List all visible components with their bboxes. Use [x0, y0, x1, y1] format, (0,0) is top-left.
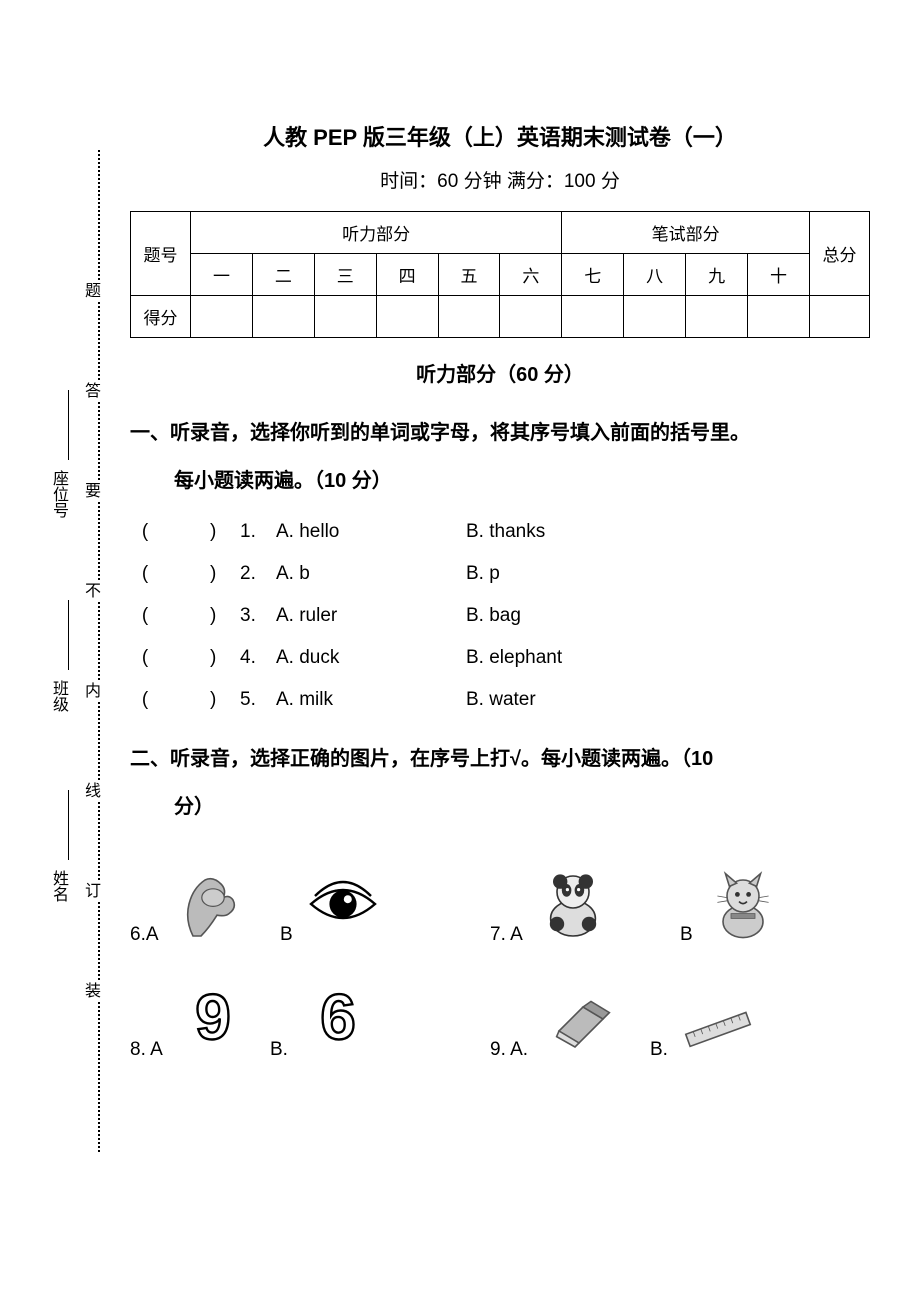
eye-icon: [301, 861, 386, 946]
close-paren: ): [210, 605, 240, 627]
exam-subtitle: 时间：60 分钟 满分：100 分: [130, 166, 870, 193]
exam-title: 人教 PEP 版三年级（上）英语期末测试卷（一）: [130, 120, 870, 152]
q8b-label: B.: [270, 1039, 288, 1061]
option-a: A. duck: [276, 647, 466, 669]
col-9: 九: [686, 254, 748, 296]
q1-item: () 3. A. ruler B. bag: [130, 595, 870, 637]
row-header-num: 题号: [131, 212, 191, 296]
panda-icon: [531, 861, 616, 946]
option-b: B. water: [466, 689, 536, 711]
open-paren: (: [130, 563, 160, 585]
writing-header: 笔试部分: [562, 212, 810, 254]
q2-heading-line1: 二、听录音，选择正确的图片，在序号上打√。每小题读两遍。（10: [130, 748, 713, 770]
q2-heading-line2: 分）: [130, 783, 870, 831]
col-10: 十: [748, 254, 810, 296]
option-a: A. b: [276, 563, 466, 585]
item-num: 4.: [240, 647, 276, 669]
option-b: B. bag: [466, 605, 521, 627]
q6b-label: B: [280, 924, 293, 946]
close-paren: ): [210, 647, 240, 669]
option-a: A. hello: [276, 521, 466, 543]
q2-heading: 二、听录音，选择正确的图片，在序号上打√。每小题读两遍。（10 分）: [130, 735, 870, 831]
q6a-label: 6.A: [130, 924, 159, 946]
score-cell: [438, 296, 500, 338]
col-1: 一: [191, 254, 253, 296]
open-paren: (: [130, 647, 160, 669]
col-4: 四: [376, 254, 438, 296]
svg-text:9: 9: [195, 981, 231, 1053]
option-b: B. p: [466, 563, 500, 585]
col-5: 五: [438, 254, 500, 296]
total-header: 总分: [810, 212, 870, 296]
nine-icon: 9: [171, 976, 256, 1061]
score-cell: [748, 296, 810, 338]
item-num: 2.: [240, 563, 276, 585]
col-8: 八: [624, 254, 686, 296]
close-paren: ): [210, 521, 240, 543]
q2-row2: 8. A 9 B. 6 9. A. B.: [130, 976, 870, 1061]
q2-row1: 6.A B 7. A B: [130, 861, 870, 946]
col-2: 二: [252, 254, 314, 296]
arm-icon: [167, 861, 252, 946]
score-cell: [191, 296, 253, 338]
q1-item: () 4. A. duck B. elephant: [130, 637, 870, 679]
score-cell: [314, 296, 376, 338]
six-icon: 6: [296, 976, 381, 1061]
item-num: 3.: [240, 605, 276, 627]
cat-icon: [701, 861, 786, 946]
option-a: A. milk: [276, 689, 466, 711]
score-cell: [252, 296, 314, 338]
close-paren: ): [210, 563, 240, 585]
q8a-label: 8. A: [130, 1039, 163, 1061]
q7b-label: B: [680, 924, 693, 946]
score-cell: [624, 296, 686, 338]
listening-header: 听力部分: [191, 212, 562, 254]
q1-heading-line1: 一、听录音，选择你听到的单词或字母，将其序号填入前面的括号里。: [130, 422, 750, 444]
q1-heading-line2: 每小题读两遍。（10 分）: [130, 457, 870, 505]
page-content: 人教 PEP 版三年级（上）英语期末测试卷（一） 时间：60 分钟 满分：100…: [0, 0, 920, 1111]
score-cell: [500, 296, 562, 338]
col-6: 六: [500, 254, 562, 296]
open-paren: (: [130, 689, 160, 711]
item-num: 5.: [240, 689, 276, 711]
q9a-label: 9. A.: [490, 1039, 528, 1061]
open-paren: (: [130, 521, 160, 543]
option-a: A. ruler: [276, 605, 466, 627]
q9b-label: B.: [650, 1039, 668, 1061]
q1-item: () 5. A. milk B. water: [130, 679, 870, 721]
col-7: 七: [562, 254, 624, 296]
close-paren: ): [210, 689, 240, 711]
q1-item: () 1. A. hello B. thanks: [130, 511, 870, 553]
eraser-icon: [536, 976, 621, 1061]
ruler-icon: [676, 976, 761, 1061]
option-b: B. elephant: [466, 647, 562, 669]
option-b: B. thanks: [466, 521, 545, 543]
q1-heading: 一、听录音，选择你听到的单词或字母，将其序号填入前面的括号里。 每小题读两遍。（…: [130, 409, 870, 505]
item-num: 1.: [240, 521, 276, 543]
score-cell: [686, 296, 748, 338]
col-3: 三: [314, 254, 376, 296]
score-cell: [376, 296, 438, 338]
score-table: 题号 听力部分 笔试部分 总分 一 二 三 四 五 六 七 八 九 十 得分: [130, 211, 870, 338]
q7a-label: 7. A: [490, 924, 523, 946]
q1-item: () 2. A. b B. p: [130, 553, 870, 595]
row-header-score: 得分: [131, 296, 191, 338]
open-paren: (: [130, 605, 160, 627]
svg-text:6: 6: [321, 981, 357, 1053]
score-cell: [562, 296, 624, 338]
listening-title: 听力部分（60 分）: [130, 358, 870, 387]
score-cell: [810, 296, 870, 338]
